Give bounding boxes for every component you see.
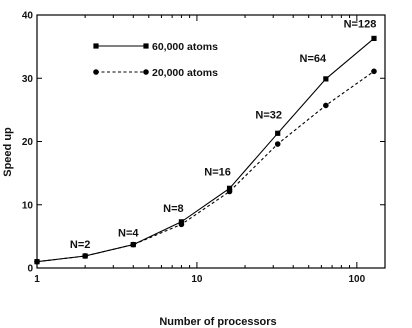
data-point-square xyxy=(226,185,233,191)
x-tick-label: 10 xyxy=(191,274,203,285)
data-point-circle xyxy=(34,258,40,265)
data-point-square xyxy=(371,35,377,42)
y-tick-label: 30 xyxy=(22,74,34,85)
data-point-circle xyxy=(371,68,377,75)
annotation-label: N=8 xyxy=(163,203,184,215)
annotation-label: N=4 xyxy=(118,228,139,240)
x-tick-label: 1 xyxy=(34,274,40,285)
annotation-label: N=32 xyxy=(255,109,282,121)
data-point-square xyxy=(275,130,281,136)
data-point-circle xyxy=(178,221,185,228)
data-point-circle xyxy=(82,253,88,259)
y-tick-label: 10 xyxy=(22,200,34,211)
x-axis-label: Number of processors xyxy=(159,316,276,328)
legend-marker-circle xyxy=(93,69,99,75)
data-point-circle xyxy=(226,188,233,195)
series-markers xyxy=(34,35,377,265)
data-point-circle xyxy=(274,141,281,147)
y-tick-label: 40 xyxy=(22,11,34,22)
annotation-label: N=64 xyxy=(300,53,327,65)
data-point-square xyxy=(323,76,329,82)
y-tick-label: 0 xyxy=(27,264,33,275)
legend-marker-circle xyxy=(143,69,149,75)
annotation-label: N=128 xyxy=(344,18,377,30)
data-point-circle xyxy=(130,241,137,248)
legend-marker-square xyxy=(93,43,99,49)
annotation-label: N=16 xyxy=(204,166,231,178)
series-line-2 xyxy=(36,70,375,263)
y-axis-label: Speed up xyxy=(2,127,14,177)
legend-label-2: 20,000 atoms xyxy=(152,67,218,79)
legend-marker-square xyxy=(143,43,149,49)
point-annotations: N=2 N=4 N=8 N=16 N=32 N=64 N=128 xyxy=(70,18,376,251)
data-point-circle xyxy=(323,102,329,109)
legend-label-1: 60,000 atoms xyxy=(152,41,218,53)
annotation-label: N=2 xyxy=(70,239,91,251)
series-lines xyxy=(36,37,375,263)
y-tick-label: 20 xyxy=(22,137,34,148)
legend: 60,000 atoms 20,000 atoms xyxy=(93,41,218,79)
axis-ticks: 0 10 20 30 40 1 10 100 xyxy=(22,11,385,285)
x-tick-label: 100 xyxy=(348,274,365,285)
